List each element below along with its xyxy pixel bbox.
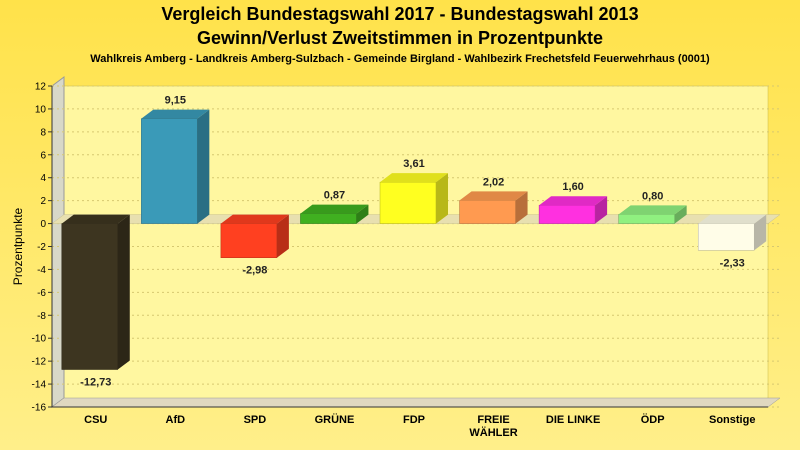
bar-top bbox=[300, 204, 369, 214]
x-tick-label: FREIE bbox=[477, 414, 509, 426]
bar-side bbox=[754, 214, 767, 251]
bar bbox=[697, 223, 755, 251]
bar-side bbox=[356, 204, 369, 224]
bar-top bbox=[220, 214, 289, 224]
y-tick-label: -2 bbox=[37, 242, 46, 253]
bar bbox=[141, 118, 198, 224]
bar-top bbox=[698, 214, 767, 224]
data-label: -2,33 bbox=[720, 257, 745, 269]
data-label: 0,80 bbox=[642, 190, 663, 202]
y-tick-label: -14 bbox=[32, 380, 47, 391]
x-tick-label: Sonstige bbox=[709, 414, 755, 426]
y-tick-label: -6 bbox=[37, 288, 46, 299]
data-label: 9,15 bbox=[165, 95, 186, 107]
bar-side bbox=[276, 214, 289, 258]
y-tick-label: 2 bbox=[40, 196, 46, 207]
y-tick-label: -16 bbox=[32, 403, 47, 414]
bar-top bbox=[618, 205, 687, 215]
y-tick-label: 10 bbox=[35, 104, 47, 115]
chart-caption: Wahlkreis Amberg - Landkreis Amberg-Sulz… bbox=[90, 53, 710, 65]
y-tick-label: 0 bbox=[40, 219, 46, 230]
bar bbox=[379, 181, 437, 224]
y-tick-label: 12 bbox=[35, 82, 47, 93]
data-label: 0,87 bbox=[324, 190, 345, 202]
bar-top bbox=[141, 109, 210, 119]
x-tick-label: ÖDP bbox=[641, 413, 665, 426]
y-tick-label: 8 bbox=[40, 127, 46, 138]
bar-side bbox=[197, 109, 210, 224]
chart-subtitle: Gewinn/Verlust Zweitstimmen in Prozentpu… bbox=[196, 28, 604, 48]
bar bbox=[300, 213, 357, 224]
bar-side bbox=[436, 173, 448, 224]
bar-side bbox=[515, 191, 528, 224]
bar bbox=[538, 204, 596, 224]
y-tick-label: 6 bbox=[40, 150, 46, 161]
data-label: 2,02 bbox=[483, 176, 504, 188]
x-tick-label: SPD bbox=[244, 414, 267, 426]
bar-side bbox=[674, 205, 687, 224]
x-tick-label: FDP bbox=[403, 414, 425, 426]
floor bbox=[51, 397, 781, 408]
bar-top bbox=[380, 173, 448, 183]
x-tick-label: GRÜNE bbox=[315, 413, 355, 426]
chart-title: Vergleich Bundestagswahl 2017 - Bundesta… bbox=[161, 4, 639, 24]
bar-top bbox=[61, 214, 130, 224]
bar-top bbox=[459, 191, 528, 201]
y-tick-label: -12 bbox=[32, 357, 47, 368]
data-label: -12,73 bbox=[80, 377, 111, 389]
bar bbox=[459, 200, 516, 224]
y-tick-label: 4 bbox=[40, 173, 46, 184]
bar bbox=[220, 223, 278, 258]
data-label: 1,60 bbox=[562, 181, 583, 193]
bar bbox=[61, 223, 119, 370]
bar-top bbox=[539, 196, 608, 206]
bar-side bbox=[117, 214, 130, 370]
y-axis-label: Prozentpunkte bbox=[11, 207, 25, 285]
y-tick-label: -8 bbox=[37, 311, 46, 322]
data-label: -2,98 bbox=[242, 265, 267, 277]
x-tick-label: CSU bbox=[84, 414, 107, 426]
bar bbox=[618, 214, 675, 224]
x-tick-label: AfD bbox=[166, 414, 186, 426]
y-tick-label: -4 bbox=[37, 265, 46, 276]
data-label: 3,61 bbox=[403, 158, 424, 170]
x-tick-label: DIE LINKE bbox=[546, 414, 600, 426]
x-tick-label: WÄHLER bbox=[469, 426, 517, 439]
bar-side bbox=[595, 196, 608, 224]
y-tick-label: -10 bbox=[32, 334, 47, 345]
